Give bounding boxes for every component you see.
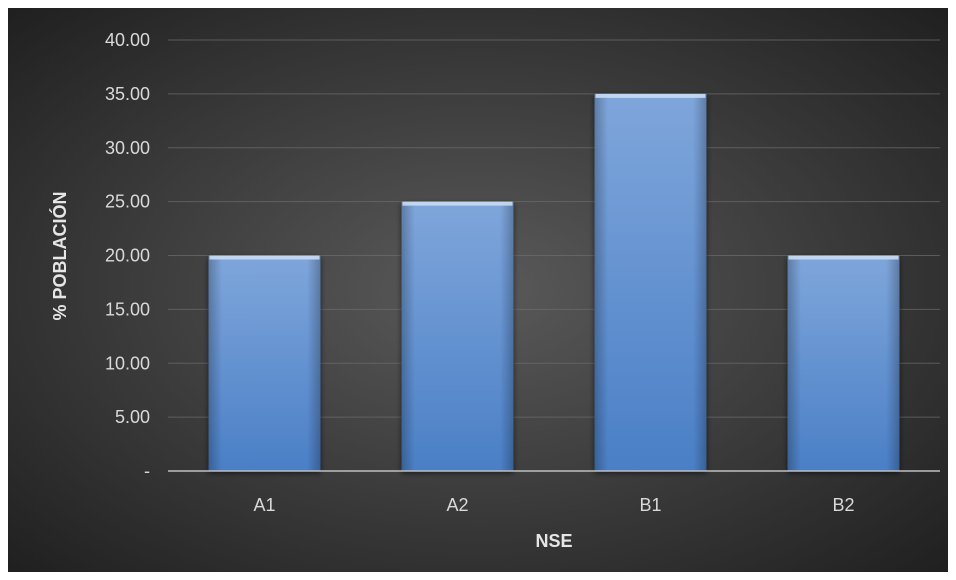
bar-top-highlight xyxy=(595,93,706,98)
bar-top-highlight xyxy=(402,201,513,206)
y-tick-label: 25.00 xyxy=(105,192,150,212)
bars xyxy=(208,93,900,471)
x-axis-ticks: A1 A2 B1 B2 xyxy=(253,495,854,515)
x-tick-label: A1 xyxy=(253,495,275,515)
bar-edge-shade xyxy=(787,255,900,471)
x-tick-label: B2 xyxy=(832,495,854,515)
bar-b2 xyxy=(787,255,900,471)
y-tick-label: 20.00 xyxy=(105,246,150,266)
x-tick-label: B1 xyxy=(639,495,661,515)
y-tick-label: 40.00 xyxy=(105,30,150,50)
bar-edge-shade xyxy=(594,93,707,471)
y-tick-label: 15.00 xyxy=(105,299,150,319)
y-tick-label: 10.00 xyxy=(105,353,150,373)
y-tick-label: - xyxy=(144,461,150,481)
y-tick-label: 5.00 xyxy=(115,407,150,427)
y-tick-label: 35.00 xyxy=(105,84,150,104)
bar-a2 xyxy=(401,201,514,471)
bar-top-highlight xyxy=(209,255,320,260)
y-axis-ticks: - 5.00 10.00 15.00 20.00 25.00 30.00 35.00 40.00 xyxy=(105,30,150,481)
bar-edge-shade xyxy=(401,201,514,471)
bar-top-highlight xyxy=(788,255,899,260)
y-axis-title: % POBLACIÓN xyxy=(49,191,70,320)
x-axis-title: NSE xyxy=(535,531,572,551)
bar-edge-shade xyxy=(208,255,321,471)
bar-b1 xyxy=(594,93,707,471)
bar-a1 xyxy=(208,255,321,471)
y-tick-label: 30.00 xyxy=(105,138,150,158)
x-tick-label: A2 xyxy=(446,495,468,515)
